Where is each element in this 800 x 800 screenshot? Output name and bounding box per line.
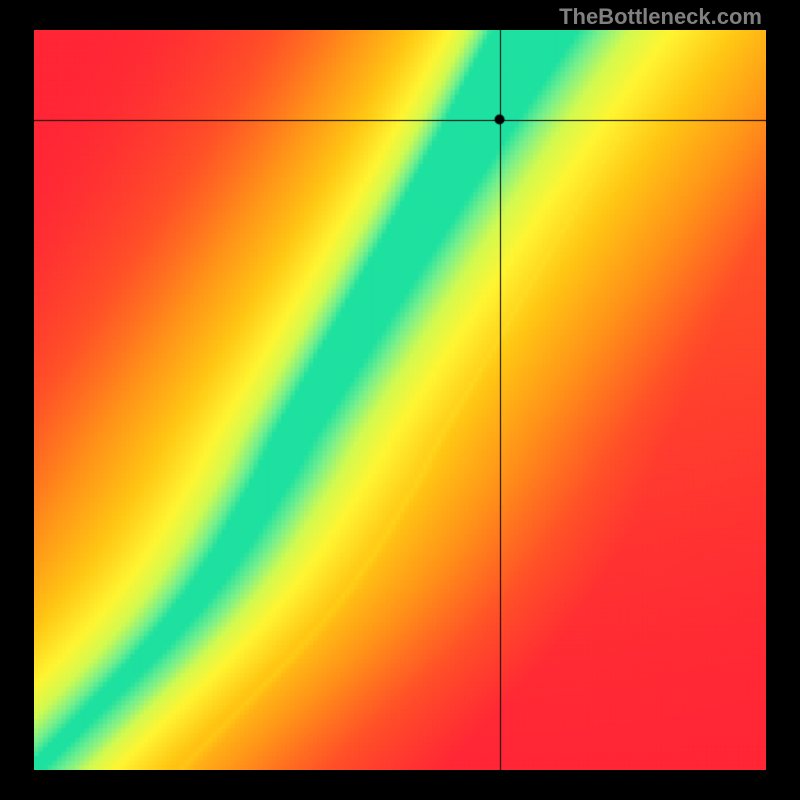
chart-container: TheBottleneck.com	[0, 0, 800, 800]
heatmap-canvas	[34, 30, 766, 770]
watermark-text: TheBottleneck.com	[559, 4, 762, 30]
